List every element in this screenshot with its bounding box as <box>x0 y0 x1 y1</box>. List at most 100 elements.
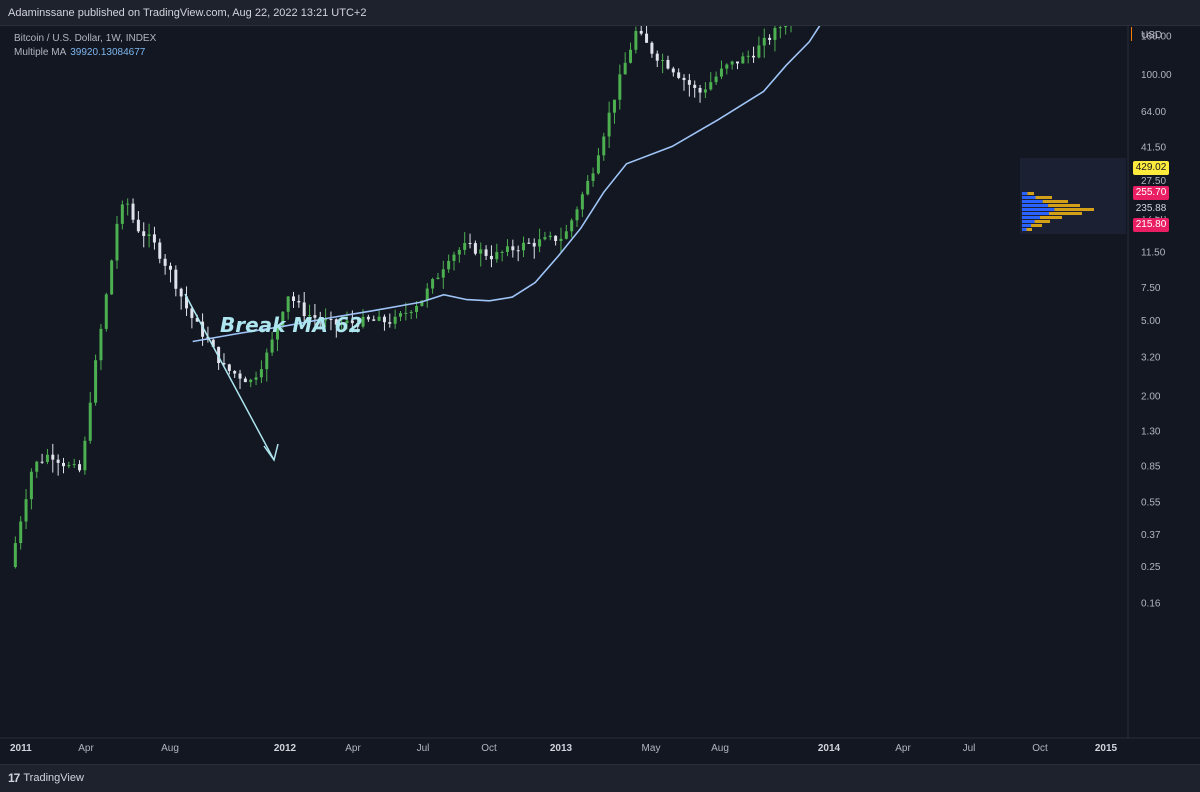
y-tick-label: 0.55 <box>1141 497 1161 508</box>
candle-body <box>778 27 782 29</box>
candle-body <box>361 316 365 327</box>
candle-body <box>752 55 756 58</box>
candle-body <box>254 377 258 380</box>
candle-body <box>340 323 344 325</box>
candle-body <box>746 55 750 57</box>
candle-body <box>35 461 39 472</box>
volume-profile-bar <box>1035 196 1052 199</box>
candle-body <box>249 379 253 383</box>
candle-body <box>211 339 215 347</box>
candle-body <box>152 234 156 243</box>
candle-body <box>174 269 178 289</box>
candle-body <box>40 461 44 463</box>
candle-body <box>265 352 269 370</box>
candle-body <box>666 59 670 69</box>
candle-body <box>757 45 761 58</box>
candle-body <box>468 243 472 245</box>
candle-body <box>661 59 665 61</box>
y-axis-unit: USD <box>1141 30 1162 41</box>
candle-body <box>527 242 531 244</box>
volume-profile-bar <box>1022 220 1035 223</box>
candle-body <box>505 246 509 252</box>
candle-body <box>543 237 547 240</box>
candle-body <box>773 27 777 40</box>
candle-body <box>13 543 17 567</box>
candle-body <box>356 323 360 327</box>
candle-body <box>131 203 135 220</box>
candle-body <box>377 316 381 321</box>
volume-profile-bar <box>1031 224 1042 227</box>
candle-body <box>655 53 659 61</box>
candle-body <box>67 465 71 467</box>
volume-profile-bar <box>1040 216 1062 219</box>
candle-body <box>398 313 402 317</box>
candle-body <box>741 56 745 64</box>
candle-body <box>104 294 108 329</box>
candle-body <box>404 312 408 314</box>
candle-body <box>233 370 237 374</box>
x-tick-label: Aug <box>711 743 729 754</box>
candle-body <box>554 235 558 241</box>
candle-body <box>19 521 23 544</box>
candle-body <box>420 300 424 306</box>
candle-body <box>382 316 386 323</box>
volume-profile-bar <box>1022 224 1031 227</box>
candle-body <box>281 311 285 327</box>
publish-text: Adaminssane published on TradingView.com… <box>8 7 367 19</box>
candle-body <box>762 37 766 46</box>
candle-body <box>784 26 788 28</box>
ma-legend: Multiple MA 39920.13084677 <box>14 47 145 58</box>
y-tick-label: 41.50 <box>1141 142 1166 153</box>
candle-body <box>484 249 488 256</box>
candle-body <box>94 360 98 403</box>
candle-body <box>698 87 702 93</box>
candle-body <box>110 260 114 295</box>
candle-body <box>532 242 536 247</box>
volume-profile-bar <box>1022 192 1028 195</box>
volume-profile-bar <box>1034 220 1050 223</box>
candle-body <box>136 219 140 232</box>
candle-body <box>709 82 713 90</box>
candle-body <box>415 305 419 312</box>
tradingview-icon: 17 <box>8 771 20 785</box>
x-tick-label: Apr <box>895 743 911 754</box>
x-tick-label: 2013 <box>550 743 573 754</box>
volume-profile-bar <box>1022 204 1049 207</box>
candle-body <box>682 77 686 81</box>
candle-body <box>329 319 333 321</box>
candle-body <box>72 464 76 466</box>
candle-body <box>714 76 718 83</box>
candle-body <box>163 258 167 266</box>
candle-body <box>324 319 328 321</box>
candle-body <box>259 369 263 378</box>
candle-body <box>768 37 772 40</box>
tradingview-logo[interactable]: 17 TradingView <box>8 771 84 785</box>
chart-svg[interactable]: 2200.001400.00900.00580.00380.00160.0010… <box>0 26 1200 764</box>
candle-body <box>78 464 82 471</box>
candle-body <box>217 346 221 364</box>
candle-body <box>671 68 675 73</box>
candle-body <box>158 242 162 259</box>
candle-body <box>538 239 542 247</box>
low-price-tag: 215.80 <box>1133 218 1169 232</box>
y-tick-label: 5.00 <box>1141 316 1161 327</box>
candle-body <box>99 328 103 361</box>
candle-body <box>703 89 707 93</box>
candle-body <box>185 296 189 309</box>
volume-profile-bar <box>1022 196 1036 199</box>
candle-body <box>115 223 119 261</box>
candle-body <box>522 242 526 251</box>
symbol-legend: Bitcoin / U.S. Dollar, 1W, INDEX <box>14 33 156 44</box>
candle-body <box>425 288 429 301</box>
candle-body <box>195 317 199 322</box>
candle-body <box>431 279 435 289</box>
x-tick-label: Jul <box>417 743 430 754</box>
x-tick-label: 2015 <box>1095 743 1118 754</box>
candle-body <box>61 462 65 467</box>
x-tick-label: Jul <box>963 743 976 754</box>
candle-body <box>201 321 205 337</box>
x-tick-label: 2014 <box>818 743 841 754</box>
candle-body <box>120 204 124 224</box>
candle-body <box>693 84 697 88</box>
candle-body <box>730 61 734 65</box>
